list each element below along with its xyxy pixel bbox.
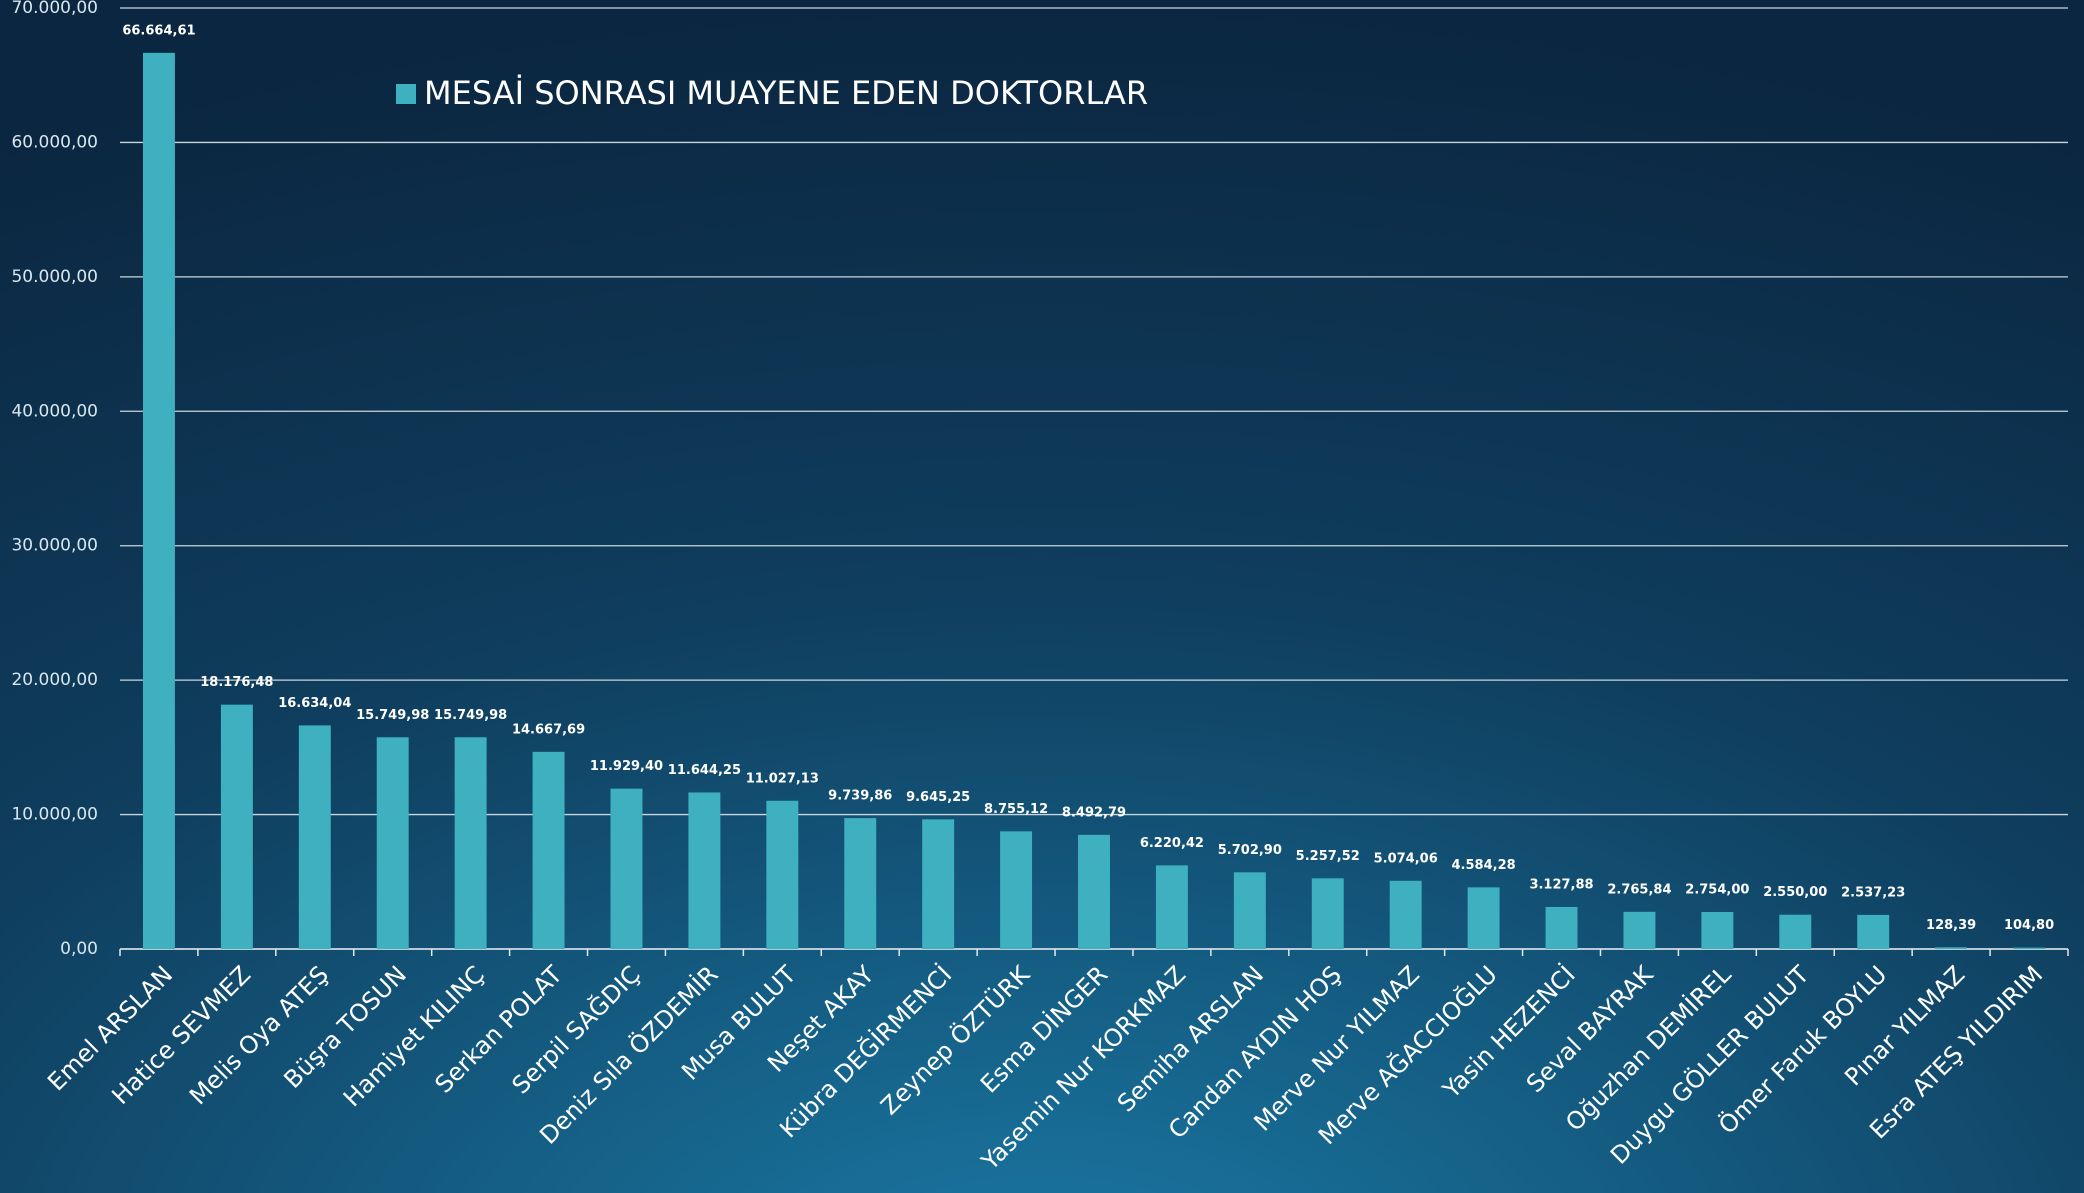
y-tick-label: 70.000,00 [11,0,98,18]
data-label: 2.765,84 [1607,882,1671,897]
bar [1857,914,1890,949]
bar [454,737,487,949]
data-label: 3.127,88 [1529,877,1593,892]
legend-swatch [396,84,416,104]
bar [610,788,643,949]
bar [1311,878,1344,949]
data-label: 128,39 [1926,918,1976,933]
data-label: 6.220,42 [1140,836,1204,851]
y-tick-label: 10.000,00 [11,805,98,825]
bar [688,792,721,949]
data-label: 5.702,90 [1218,843,1282,858]
bar [1233,872,1266,949]
data-label: 9.739,86 [828,789,892,804]
data-label: 14.667,69 [512,722,585,737]
bar [1623,911,1656,949]
data-label: 11.929,40 [590,759,663,774]
data-label: 2.754,00 [1685,882,1749,897]
bar [1545,906,1578,949]
bar [298,725,331,949]
bar [1000,831,1033,949]
data-label: 15.749,98 [356,708,429,723]
data-label: 8.492,79 [1062,805,1126,820]
bar [1935,947,1968,949]
data-label: 8.755,12 [984,802,1048,817]
bar [376,737,409,949]
data-label: 66.664,61 [122,23,195,38]
bar [1701,911,1734,949]
bar [532,751,565,949]
data-label: 16.634,04 [278,696,351,711]
bar [142,52,175,950]
data-label: 5.257,52 [1296,849,1360,864]
bar [1389,880,1422,949]
data-label: 4.584,28 [1452,858,1516,873]
data-label: 2.537,23 [1841,885,1905,900]
bar [1078,834,1110,949]
bar [766,800,799,949]
bar [1467,887,1500,949]
y-tick-label: 60.000,00 [11,132,98,152]
legend-label: MESAİ SONRASI MUAYENE EDEN DOKTORLAR [424,74,1148,112]
data-label: 104,80 [2004,918,2054,933]
bar [844,818,877,949]
data-label: 11.644,25 [668,763,741,778]
bar [2013,947,2046,949]
data-label: 11.027,13 [746,771,819,786]
bar [1155,865,1188,949]
data-label: 9.645,25 [906,790,970,805]
y-tick-label: 20.000,00 [11,670,98,690]
y-tick-label: 0,00 [60,939,98,959]
y-tick-label: 50.000,00 [11,267,98,287]
bar [922,819,955,949]
bar [220,704,253,949]
y-tick-label: 40.000,00 [11,401,98,421]
data-label: 5.074,06 [1374,851,1438,866]
data-label: 15.749,98 [434,708,507,723]
data-label: 18.176,48 [200,675,273,690]
bar [1779,914,1812,949]
data-label: 2.550,00 [1763,885,1827,900]
y-tick-label: 30.000,00 [11,536,98,556]
